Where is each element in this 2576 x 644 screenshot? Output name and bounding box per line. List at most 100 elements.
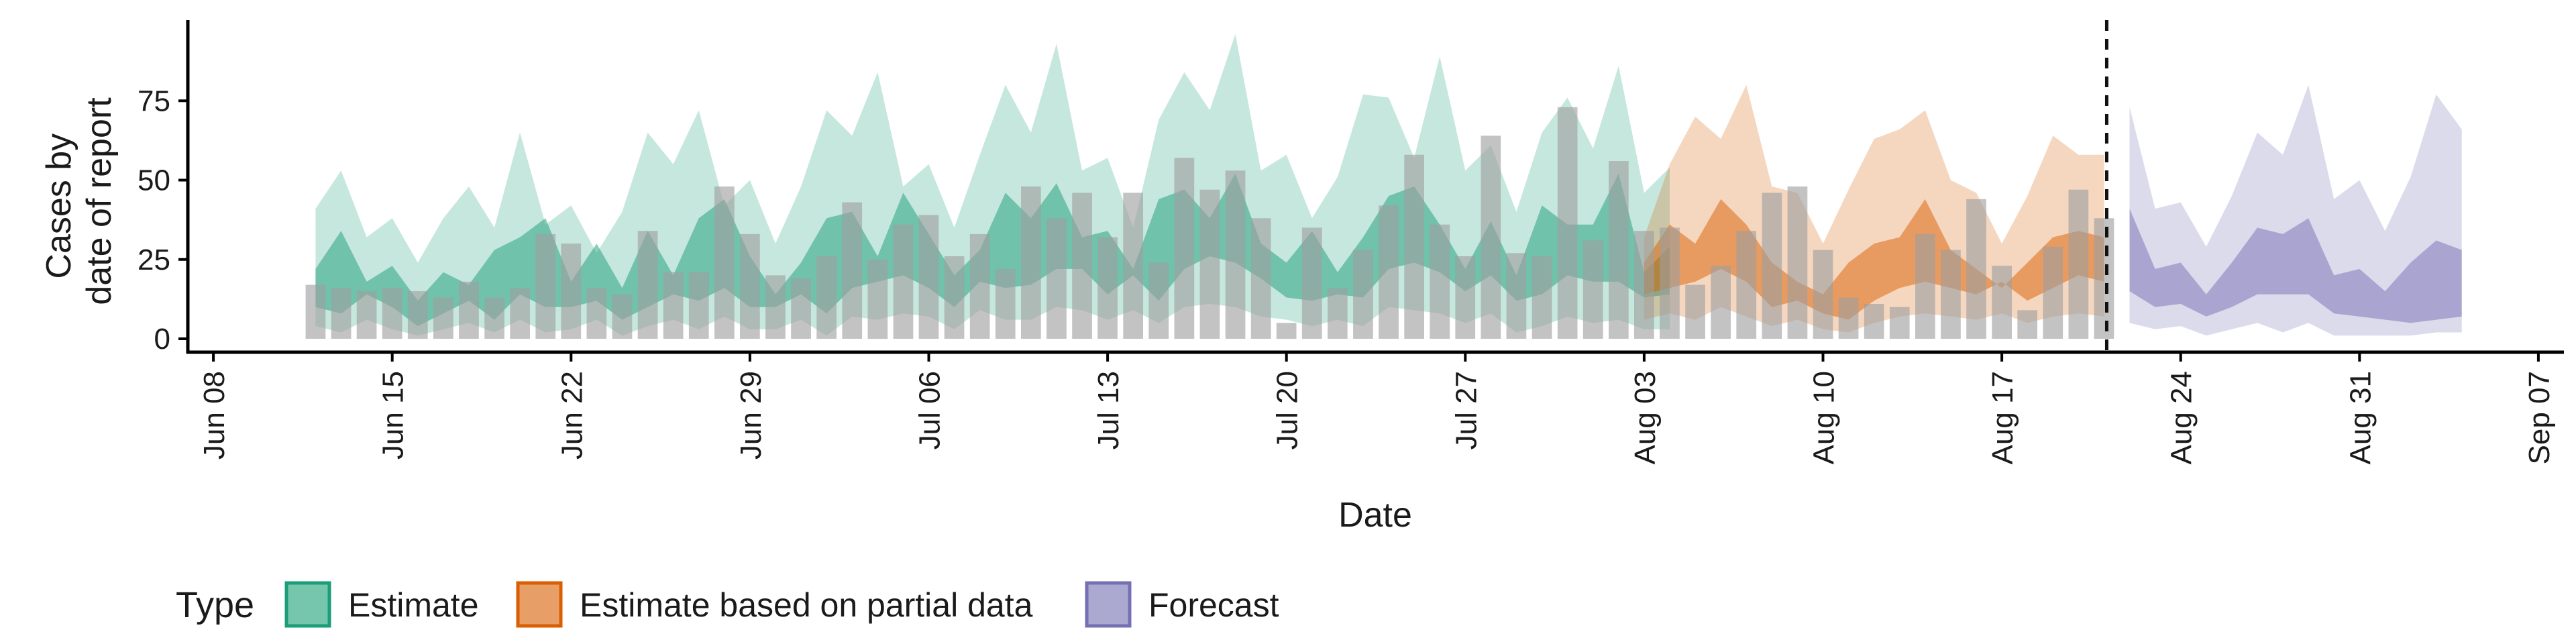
bar bbox=[1660, 227, 1680, 339]
bar bbox=[1301, 227, 1322, 339]
x-ticks: Jun 08 Jun 15 Jun 22 Jun 29 Jul 06 Jul 13 Jul … bbox=[198, 352, 2556, 464]
bar bbox=[1711, 266, 1731, 339]
bar bbox=[1199, 189, 1220, 339]
bar bbox=[459, 281, 479, 339]
bar bbox=[484, 297, 504, 339]
x-tick-label: Jun 29 bbox=[735, 371, 767, 460]
bar bbox=[1353, 250, 1373, 339]
bar bbox=[1276, 323, 1297, 339]
legend-key-estimate bbox=[284, 581, 331, 628]
bar bbox=[688, 272, 709, 339]
bar bbox=[1813, 250, 1833, 339]
bar bbox=[1404, 154, 1424, 339]
bar bbox=[535, 233, 556, 339]
bar bbox=[867, 259, 888, 339]
bar bbox=[816, 256, 837, 339]
bar bbox=[1379, 205, 1399, 339]
bar bbox=[1021, 186, 1041, 339]
bar bbox=[969, 233, 990, 339]
x-tick-label: Jun 08 bbox=[198, 371, 231, 460]
bar bbox=[1582, 240, 1603, 339]
bar bbox=[1864, 304, 1884, 339]
y-tick-label: 0 bbox=[154, 323, 170, 356]
y-tick-label: 25 bbox=[138, 244, 170, 276]
bar bbox=[1557, 107, 1578, 339]
bar bbox=[586, 288, 607, 339]
bar bbox=[382, 288, 402, 339]
x-tick-label: Aug 03 bbox=[1629, 371, 1662, 464]
bar bbox=[1966, 199, 1986, 339]
bar bbox=[1225, 170, 1246, 339]
bar bbox=[765, 275, 786, 339]
bar bbox=[1250, 218, 1271, 339]
bar bbox=[2017, 310, 2037, 339]
bar bbox=[1838, 297, 1859, 339]
bar bbox=[1685, 284, 1705, 339]
legend-title: Type bbox=[176, 585, 254, 625]
bar bbox=[1148, 262, 1169, 339]
x-tick-label: Aug 24 bbox=[2165, 371, 2198, 464]
x-tick-label: Sep 07 bbox=[2523, 371, 2556, 464]
bar bbox=[944, 256, 965, 339]
bar bbox=[1328, 288, 1348, 339]
bar bbox=[918, 215, 939, 339]
x-tick-label: Jun 22 bbox=[555, 371, 588, 460]
bar bbox=[1941, 250, 1961, 339]
bar bbox=[714, 186, 735, 339]
bar bbox=[331, 288, 352, 339]
axes bbox=[186, 20, 2564, 354]
bar bbox=[510, 288, 530, 339]
y-ticks: 0 25 50 75 bbox=[138, 85, 188, 356]
x-tick-label: Jul 20 bbox=[1271, 371, 1304, 449]
bar bbox=[612, 294, 633, 339]
bar bbox=[1762, 193, 1782, 339]
legend-key-estimate-based-on-partial-data bbox=[516, 581, 563, 628]
y-axis-title-line-1: Cases by bbox=[40, 133, 78, 279]
bar bbox=[2043, 246, 2063, 339]
y-tick-label: 75 bbox=[138, 85, 170, 117]
bar bbox=[1787, 186, 1808, 339]
estimate-based-on-partial-data-band-50 bbox=[1644, 199, 2104, 320]
x-tick-label: Jul 13 bbox=[1092, 371, 1125, 449]
bar bbox=[305, 284, 326, 339]
forecast-band-90 bbox=[2129, 85, 2462, 336]
x-tick-label: Jul 06 bbox=[914, 371, 947, 449]
bar bbox=[995, 268, 1016, 339]
bar bbox=[1174, 158, 1195, 339]
forecast-band-50 bbox=[2129, 209, 2462, 323]
x-tick-label: Jul 27 bbox=[1450, 371, 1483, 449]
legend-label-estimate: Estimate bbox=[348, 586, 479, 624]
x-tick-label: Aug 17 bbox=[1986, 371, 2019, 464]
bar-layer bbox=[305, 107, 2114, 339]
x-axis-title: Date bbox=[1338, 496, 1412, 535]
bar bbox=[791, 278, 811, 339]
bar bbox=[1915, 233, 1935, 339]
bar bbox=[1736, 231, 1757, 339]
bar bbox=[2094, 218, 2114, 339]
bar bbox=[561, 244, 582, 339]
bar bbox=[1634, 231, 1654, 339]
y-tick-label: 50 bbox=[138, 164, 170, 197]
y-axis-title: Cases by date of report bbox=[40, 97, 119, 305]
bar bbox=[1481, 136, 1501, 339]
legend-label-estimate-based-on-partial-data: Estimate based on partial data bbox=[580, 586, 1033, 624]
bar bbox=[1430, 224, 1450, 339]
bar bbox=[1097, 237, 1118, 339]
bar bbox=[356, 291, 377, 339]
bar bbox=[1072, 193, 1092, 339]
bar bbox=[740, 233, 760, 339]
x-tick-label: Jun 15 bbox=[377, 371, 410, 460]
y-axis-title-line-2: date of report bbox=[80, 97, 119, 305]
bar bbox=[842, 202, 863, 339]
bar bbox=[1046, 218, 1067, 339]
bar bbox=[1889, 307, 1910, 339]
x-tick-label: Aug 10 bbox=[1808, 371, 1841, 464]
bar bbox=[433, 297, 453, 339]
bar bbox=[2068, 189, 2089, 339]
bar bbox=[1992, 266, 2012, 339]
bar bbox=[407, 291, 428, 339]
legend: Type Estimate Estimate based on partial d… bbox=[176, 581, 1279, 628]
legend-key-forecast bbox=[1085, 581, 1132, 628]
x-tick-label: Aug 31 bbox=[2344, 371, 2377, 464]
